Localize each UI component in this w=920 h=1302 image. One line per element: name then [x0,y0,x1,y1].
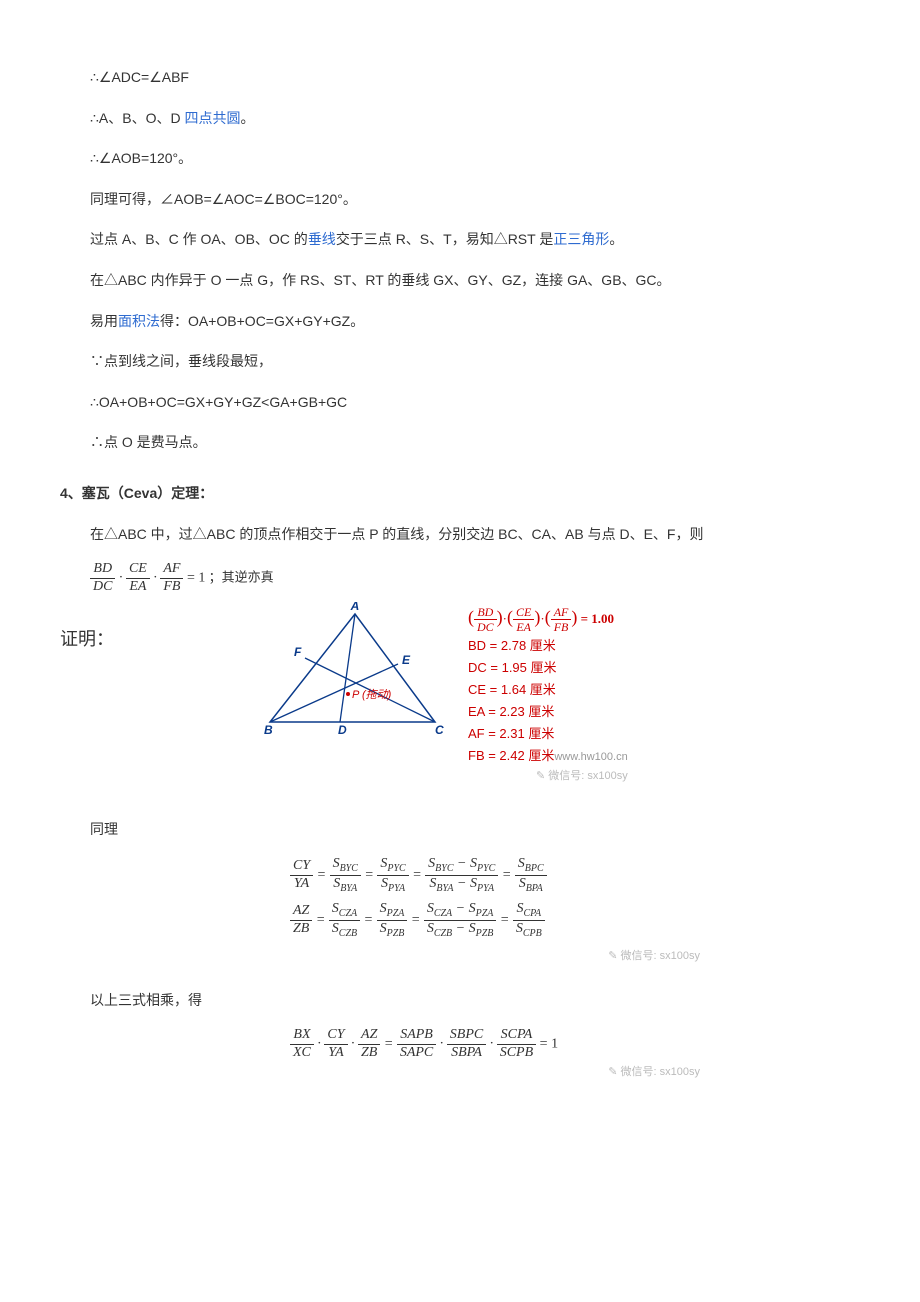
af-measure: AF = 2.31 厘米 [468,723,628,745]
bd-measure: BD = 2.78 厘米 [468,635,628,657]
fb-measure: FB = 2.42 厘米www.hw100.cn [468,745,628,767]
text: 。 [609,231,623,247]
text: 得：OA+OB+OC=GX+GY+GZ。 [160,313,364,329]
figure-watermark: ✎ 微信号: sx100sy [468,767,628,786]
area-method-link[interactable]: 面积法 [118,313,160,329]
ceva-intro: 在△ABC 中，过△ABC 的顶点作相交于一点 P 的直线，分别交边 BC、CA… [90,521,860,548]
ratio-eq-cy: CYYA = SBYCSBYA = SPYCSPYA = SBYC − SPYC… [290,856,860,895]
equilateral-link[interactable]: 正三角形 [553,231,609,247]
para-fermat: ∴点 O 是费马点。 [90,429,860,456]
para-shortest: ∵点到线之间，垂线段最短， [90,348,860,375]
eq-tail: ；其逆亦真 [205,570,273,585]
similarly-label: 同理 [90,816,860,843]
text: 过点 A、B、C 作 OA、OB、OC 的 [90,231,308,247]
para-all120: 同理可得，∠AOB=∠AOC=∠BOC=120°。 [90,186,860,213]
para-area-method: 易用面积法得：OA+OB+OC=GX+GY+GZ。 [90,308,860,335]
svg-text:B: B [264,723,273,737]
triangle-svg: A B C D E F P (拖动) [260,602,450,742]
svg-text:E: E [402,653,411,667]
para-aob120: ∴∠AOB=120°。 [90,145,860,172]
text: 易用 [90,313,118,329]
svg-text:P (拖动): P (拖动) [352,688,392,701]
para-perp-rst: 过点 A、B、C 作 OA、OB、OC 的垂线交于三点 R、S、T，易知△RST… [90,226,860,253]
multiply-label: 以上三式相乘，得 [90,987,860,1014]
perpendicular-link[interactable]: 垂线 [308,231,336,247]
svg-text:F: F [294,645,302,659]
ratio-value: = 1.00 [581,611,614,626]
final-equation: BXXC · CYYA · AZZB = SAPBSAPC · SBPCSBPA… [290,1027,860,1062]
para-g-perp: 在△ABC 内作异于 O 一点 G，作 RS、ST、RT 的垂线 GX、GY、G… [90,267,860,294]
ceva-equation: BDDC · CEEA · AFFB = 1 ；其逆亦真 [90,561,860,596]
para-inequality: ∴OA+OB+OC=GX+GY+GZ<GA+GB+GC [90,389,860,416]
text: ∴A、B、O、D [90,110,184,126]
figure-measurements: (BDDC)·(CEEA)·(AFFB) = 1.00 BD = 2.78 厘米… [468,602,628,786]
dc-measure: DC = 1.95 厘米 [468,657,628,679]
concyclic-link[interactable]: 四点共圆 [184,110,240,126]
ea-measure: EA = 2.23 厘米 [468,701,628,723]
text: 。 [240,110,254,126]
para-adc-abf: ∴∠ADC=∠ABF [90,64,860,91]
proof-label: 证明： [60,622,260,656]
ratio-eq-az: AZZB = SCZASCZB = SPZASPZB = SCZA − SPZA… [290,901,860,940]
ratio-watermark: ✎ 微信号: sx100sy [60,946,700,967]
para-concyclic: ∴A、B、O、D 四点共圆。 [90,105,860,132]
ce-measure: CE = 1.64 厘米 [468,679,628,701]
ratio-expr: (BDDC)·(CEEA)·(AFFB) = 1.00 [468,602,628,635]
ceva-figure: A B C D E F P (拖动) (BDDC)·(CEEA)·(AFFB) … [260,602,628,786]
final-watermark: ✎ 微信号: sx100sy [60,1062,700,1083]
svg-text:C: C [435,723,444,737]
text: 交于三点 R、S、T，易知△RST 是 [336,231,554,247]
section-ceva-title: 4、塞瓦（Ceva）定理： [60,480,860,507]
svg-text:D: D [338,723,347,737]
svg-text:A: A [350,602,360,613]
